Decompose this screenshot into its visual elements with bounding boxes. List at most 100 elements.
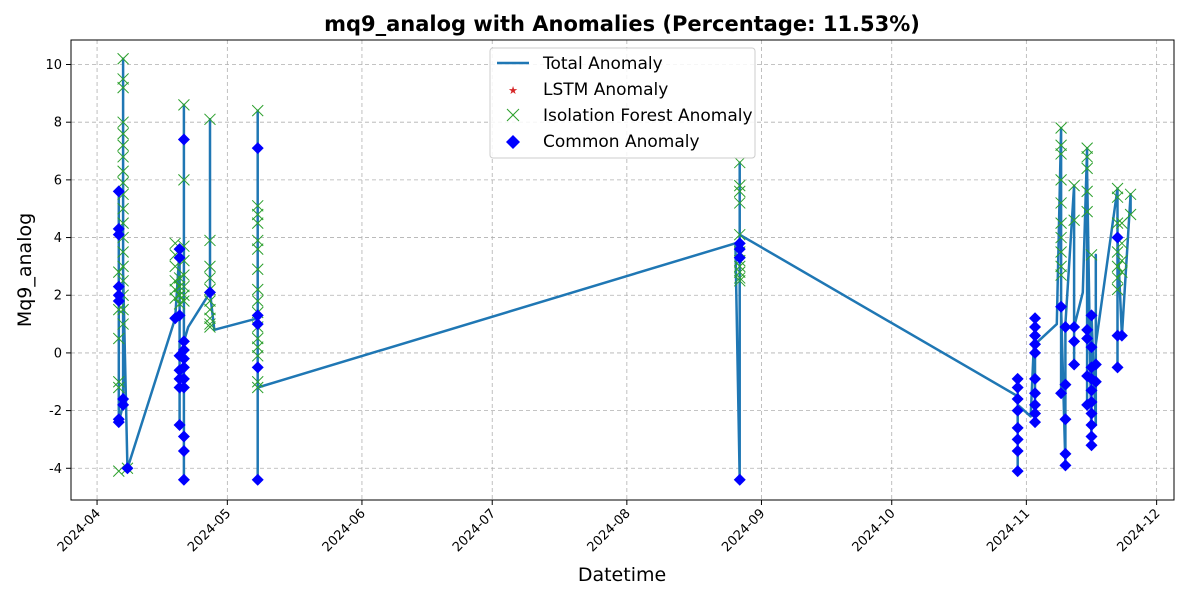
iforest-point <box>251 263 264 276</box>
common-point <box>177 430 190 443</box>
y-tick-label: 0 <box>54 346 62 361</box>
common-point <box>1055 300 1068 313</box>
common-point <box>1059 320 1072 333</box>
common-point <box>177 381 190 394</box>
iforest-point <box>251 243 264 255</box>
iforest-point <box>117 318 129 330</box>
common-point <box>173 243 186 256</box>
iforest-point <box>204 260 216 273</box>
y-axis: -4 -2 0 2 4 6 8 10 <box>45 58 71 477</box>
common-point <box>177 372 190 385</box>
iforest-point <box>178 289 190 302</box>
x-tick-label: 2024-10 <box>850 506 899 555</box>
common-point <box>1011 372 1024 385</box>
iforest-point <box>251 341 264 354</box>
iforest-point <box>733 197 746 209</box>
series-layer <box>112 52 1137 486</box>
common-point <box>1011 433 1024 446</box>
common-point <box>177 344 190 357</box>
legend-common-swatch <box>506 135 520 149</box>
common-point <box>1011 444 1024 457</box>
common-point <box>1085 395 1098 408</box>
iforest-point <box>1081 205 1094 218</box>
common-point <box>1085 384 1098 397</box>
common-point <box>177 444 190 457</box>
common-point <box>177 352 190 365</box>
common-point <box>112 295 125 308</box>
common-point <box>1081 323 1094 336</box>
iforest-point <box>251 199 264 212</box>
common-point <box>1059 413 1072 426</box>
iforest-point <box>204 303 216 316</box>
iforest-point <box>1055 231 1067 244</box>
iforest-point <box>173 280 186 293</box>
common-point <box>117 398 130 411</box>
common-point <box>1081 332 1094 345</box>
iforest-point <box>1085 249 1098 261</box>
x-tick-label: 2024-09 <box>719 506 768 555</box>
common-point <box>1085 309 1098 322</box>
iforest-point <box>1055 148 1067 160</box>
iforest-point <box>178 295 190 307</box>
iforest-point <box>251 283 264 296</box>
iforest-point <box>1116 266 1128 279</box>
iforest-point <box>117 127 129 140</box>
x-tick-label: 2024-06 <box>320 506 369 555</box>
legend-lstm-swatch: ★ <box>508 84 518 97</box>
common-point <box>1085 419 1098 432</box>
iforest-point <box>1081 162 1094 175</box>
iforest-point <box>1111 283 1124 296</box>
common-point <box>177 361 190 374</box>
iforest-point <box>1124 188 1137 201</box>
legend-box <box>489 47 756 159</box>
iforest-point <box>733 272 746 284</box>
iforest-point <box>1055 197 1067 209</box>
common-point <box>1111 231 1124 244</box>
iforest-point <box>112 332 125 345</box>
common-point <box>251 142 264 155</box>
common-point <box>112 185 125 198</box>
common-point <box>1011 465 1024 478</box>
iforest-point <box>1081 185 1094 198</box>
legend-iforest-label: Isolation Forest Anomaly <box>543 106 753 126</box>
common-point <box>1111 361 1124 374</box>
common-point <box>1029 407 1042 420</box>
iforest-point <box>733 185 746 198</box>
common-point <box>1085 430 1098 443</box>
common-point <box>1068 320 1081 333</box>
iforest-point <box>1116 254 1128 267</box>
iforest-point <box>1081 142 1094 155</box>
common-point <box>1068 358 1081 371</box>
iforest-point <box>204 295 216 307</box>
iforest-point <box>733 260 746 273</box>
iforest-point <box>204 234 216 247</box>
iforest-point <box>112 375 125 388</box>
iforest-point <box>204 318 216 330</box>
common-point <box>1011 421 1024 434</box>
iforest-point <box>733 179 746 192</box>
x-tick-label: 2024-07 <box>450 506 499 555</box>
common-point <box>733 251 746 264</box>
common-point <box>251 309 264 322</box>
iforest-point <box>1124 208 1137 221</box>
common-point <box>1029 387 1042 400</box>
common-point <box>173 419 186 432</box>
iforest-point <box>178 269 190 281</box>
y-tick-label: 6 <box>54 173 62 188</box>
x-axis-label: Datetime <box>578 564 666 586</box>
iforest-point <box>1055 217 1067 229</box>
iforest-point <box>112 381 125 394</box>
iforest-point <box>251 332 264 345</box>
common-point <box>251 361 264 374</box>
x-tick-label: 2024-12 <box>1114 506 1163 555</box>
common-point <box>1029 312 1042 325</box>
iforest-point <box>1055 139 1067 152</box>
common-point <box>173 251 186 264</box>
common-point <box>173 309 186 322</box>
iforest-point <box>204 113 216 126</box>
x-axis: 2024-04 2024-05 2024-06 2024-07 2024-08 2024-… <box>55 500 1163 555</box>
legend-iforest-swatch <box>506 108 520 122</box>
iforest-point <box>173 289 186 302</box>
iforest-point <box>117 73 129 85</box>
iforest-point <box>178 99 190 111</box>
